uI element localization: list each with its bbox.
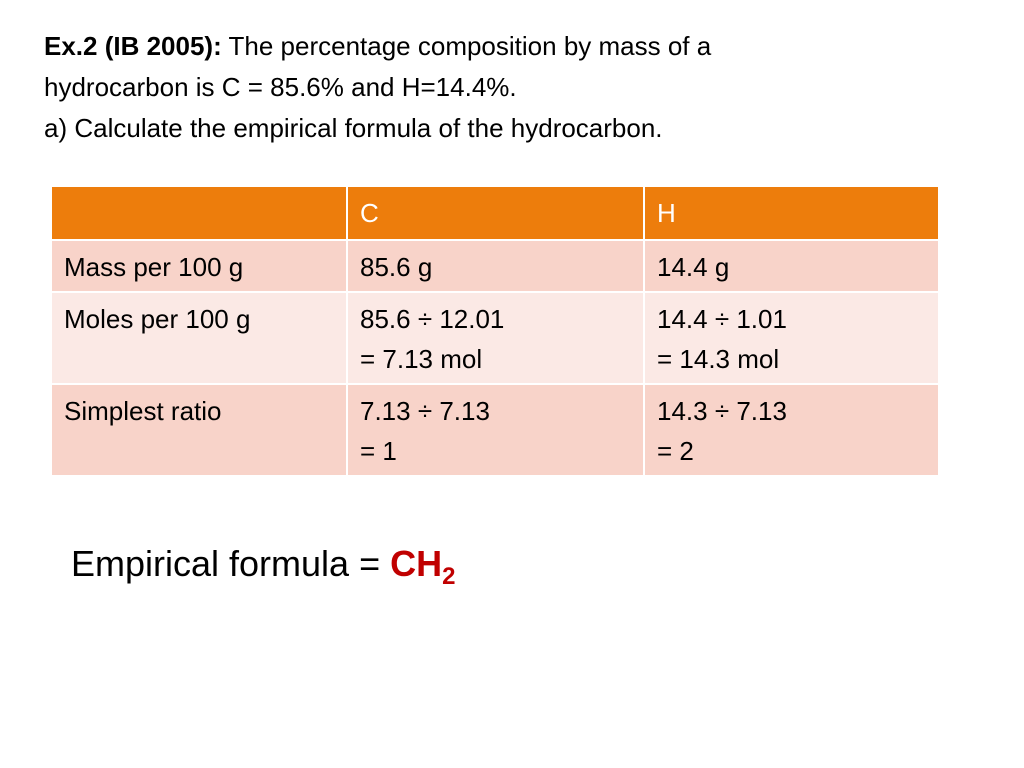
question-line-1: Ex.2 (IB 2005): The percentage compositi… bbox=[44, 26, 994, 67]
question-line-2: hydrocarbon is C = 85.6% and H=14.4%. bbox=[44, 72, 517, 102]
cell-line: 14.3 ÷ 7.13 bbox=[657, 396, 787, 426]
header-cell-empty bbox=[50, 185, 348, 241]
table-row-ratio: Simplest ratio 7.13 ÷ 7.13 = 1 14.3 ÷ 7.… bbox=[50, 383, 940, 477]
question-line-3: a) Calculate the empirical formula of th… bbox=[44, 113, 663, 143]
hydrogen-cell: 14.4 g bbox=[643, 239, 940, 293]
cell-line: 14.4 ÷ 1.01 bbox=[657, 304, 787, 334]
cell-line: 85.6 g bbox=[360, 252, 433, 282]
header-cell-hydrogen: H bbox=[643, 185, 940, 241]
table-header-row: C H bbox=[50, 185, 940, 241]
formula-prefix: Empirical formula = bbox=[71, 543, 391, 584]
empirical-formula-result: Empirical formula = CH2 bbox=[71, 538, 455, 590]
header-cell-carbon: C bbox=[346, 185, 645, 241]
hydrogen-cell: 14.3 ÷ 7.13 = 2 bbox=[643, 383, 940, 477]
question-text: Ex.2 (IB 2005): The percentage compositi… bbox=[44, 26, 994, 149]
carbon-cell: 7.13 ÷ 7.13 = 1 bbox=[346, 383, 645, 477]
carbon-cell: 85.6 ÷ 12.01 = 7.13 mol bbox=[346, 291, 645, 385]
table-row-moles: Moles per 100 g 85.6 ÷ 12.01 = 7.13 mol … bbox=[50, 291, 940, 385]
cell-line: 7.13 ÷ 7.13 bbox=[360, 396, 490, 426]
table-row-mass: Mass per 100 g 85.6 g 14.4 g bbox=[50, 239, 940, 293]
question-line-1-text: The percentage composition by mass of a bbox=[221, 31, 712, 61]
calculation-table: C H Mass per 100 g 85.6 g 14.4 g Moles p… bbox=[50, 185, 940, 477]
cell-line: = 7.13 mol bbox=[360, 344, 483, 374]
cell-line: = 1 bbox=[360, 436, 397, 466]
carbon-cell: 85.6 g bbox=[346, 239, 645, 293]
cell-line: = 2 bbox=[657, 436, 694, 466]
cell-line: 14.4 g bbox=[657, 252, 730, 282]
cell-line: 85.6 ÷ 12.01 bbox=[360, 304, 505, 334]
row-label: Mass per 100 g bbox=[50, 239, 348, 293]
hydrogen-cell: 14.4 ÷ 1.01 = 14.3 mol bbox=[643, 291, 940, 385]
cell-line: = 14.3 mol bbox=[657, 344, 780, 374]
formula-main: CH bbox=[390, 543, 443, 584]
formula-subscript: 2 bbox=[442, 563, 456, 591]
question-label: Ex.2 (IB 2005): bbox=[44, 31, 222, 61]
formula-answer: CH2 bbox=[390, 543, 455, 589]
row-label: Simplest ratio bbox=[50, 383, 348, 477]
row-label: Moles per 100 g bbox=[50, 291, 348, 385]
